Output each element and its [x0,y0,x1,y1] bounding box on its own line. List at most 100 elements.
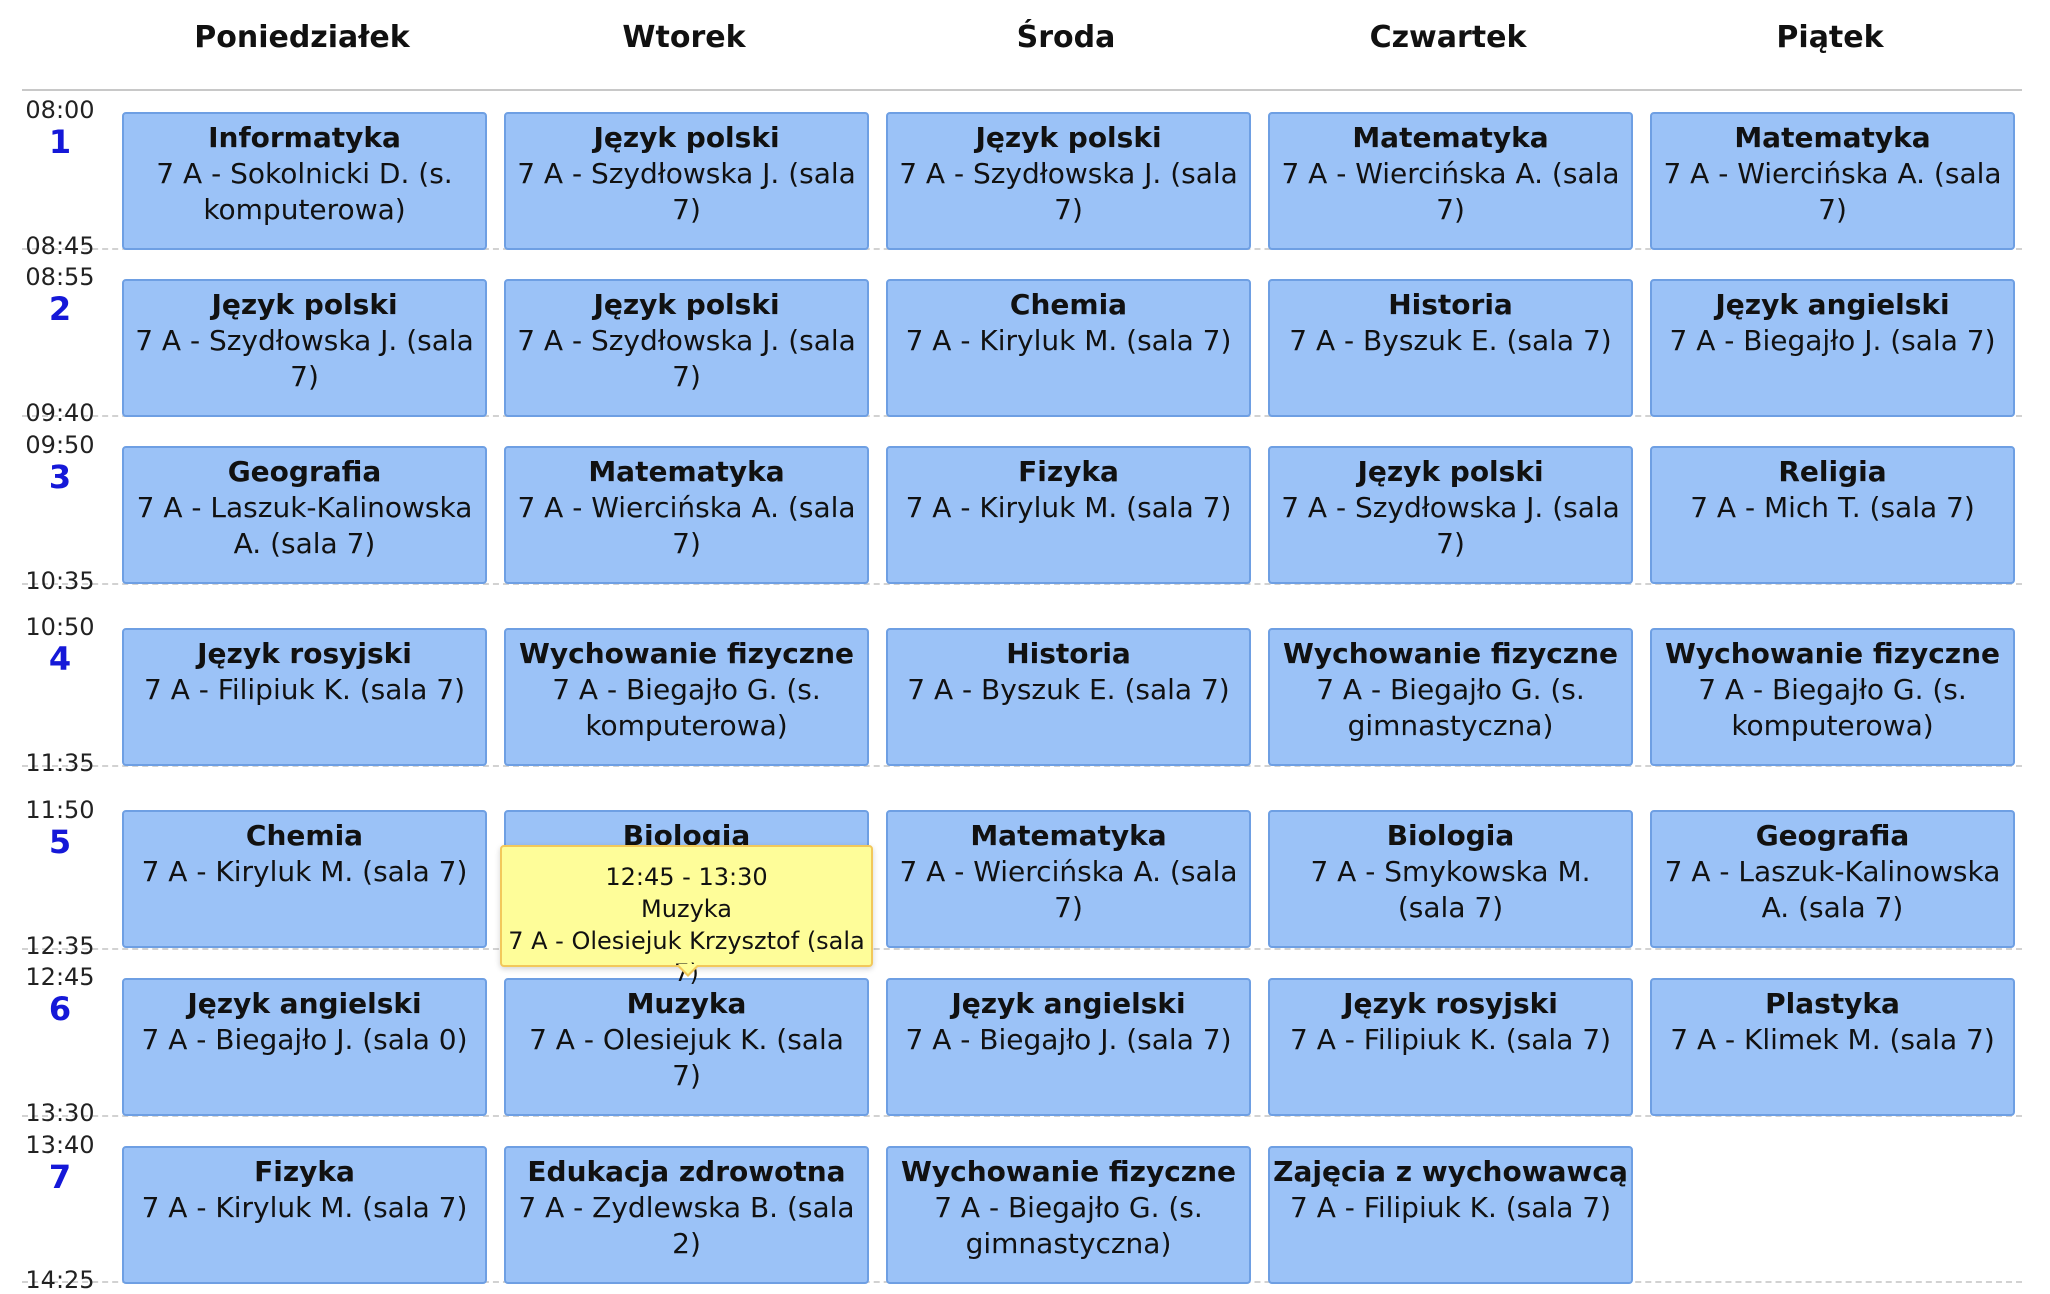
lesson-subject: Edukacja zdrowotna [527,1155,846,1188]
lesson-subject: Język angielski [1715,288,1950,321]
lesson-cell[interactable]: Matematyka 7 A - Wiercińska A. (sala 7) [886,810,1251,948]
day-header-1: Poniedziałek [194,20,410,55]
lesson-details: 7 A - Biegajło G. (s. gimnastyczna) [1316,673,1585,742]
lesson-cell[interactable]: Język polski 7 A - Szydłowska J. (sala 7) [1268,446,1633,584]
lesson-cell[interactable]: Muzyka 7 A - Olesiejuk K. (sala 7) [504,978,869,1116]
day-header-3: Środa [1016,20,1116,55]
lesson-details: 7 A - Filipiuk K. (sala 7) [1289,1191,1611,1224]
lesson-details: 7 A - Laszuk-Kalinowska A. (sala 7) [136,491,473,560]
lesson-subject: Język polski [593,121,780,154]
lesson-cell[interactable]: Chemia 7 A - Kiryluk M. (sala 7) [886,279,1251,417]
lesson-cell[interactable]: Wychowanie fizyczne 7 A - Biegajło G. (s.… [1650,628,2015,766]
lesson-subject: Fizyka [254,1155,355,1188]
lesson-cell[interactable]: Matematyka 7 A - Wiercińska A. (sala 7) [1268,112,1633,250]
lesson-details: 7 A - Szydłowska J. (sala 7) [517,157,856,226]
lesson-details: 7 A - Smykowska M. (sala 7) [1310,855,1591,924]
lesson-details: 7 A - Byszuk E. (sala 7) [1289,324,1612,357]
period-start-time: 11:50 [25,796,95,824]
period-end-time: 10:35 [25,567,95,595]
period-number: 4 [48,640,72,678]
lesson-details: 7 A - Szydłowska J. (sala 7) [1281,491,1620,560]
lesson-cell[interactable]: Geografia 7 A - Laszuk-Kalinowska A. (sal… [122,446,487,584]
lesson-cell[interactable]: Język polski 7 A - Szydłowska J. (sala 7) [504,279,869,417]
lesson-subject: Plastyka [1765,987,1900,1020]
lesson-cell[interactable]: Język rosyjski 7 A - Filipiuk K. (sala 7) [1268,978,1633,1116]
lesson-subject: Język angielski [951,987,1186,1020]
lesson-cell[interactable]: Fizyka 7 A - Kiryluk M. (sala 7) [122,1146,487,1284]
period-divider [22,765,2022,767]
lesson-details: 7 A - Biegajło G. (s. komputerowa) [1698,673,1967,742]
lesson-details: 7 A - Filipiuk K. (sala 7) [1289,1023,1611,1056]
period-number: 1 [48,123,72,161]
lesson-cell[interactable]: Wychowanie fizyczne 7 A - Biegajło G. (s.… [1268,628,1633,766]
period-start-time: 08:00 [25,96,95,124]
lesson-subject: Religia [1778,455,1887,488]
lesson-subject: Historia [1388,288,1513,321]
lesson-cell[interactable]: Geografia 7 A - Laszuk-Kalinowska A. (sal… [1650,810,2015,948]
lesson-cell[interactable]: Historia 7 A - Byszuk E. (sala 7) [1268,279,1633,417]
period-end-time: 14:25 [25,1266,95,1294]
lesson-subject: Biologia [1386,819,1515,852]
lesson-cell[interactable]: Fizyka 7 A - Kiryluk M. (sala 7) [886,446,1251,584]
lesson-subject: Język polski [593,288,780,321]
tooltip-time: 12:45 - 13:30 [605,863,768,891]
period-number: 6 [48,990,72,1028]
lesson-subject: Język polski [975,121,1162,154]
period-number: 2 [48,290,72,328]
lesson-details: 7 A - Biegajło J. (sala 7) [905,1023,1232,1056]
lesson-cell[interactable]: Biologia 7 A - Smykowska M. (sala 7) [1268,810,1633,948]
lesson-details: 7 A - Szydłowska J. (sala 7) [899,157,1238,226]
lesson-cell[interactable]: Matematyka 7 A - Wiercińska A. (sala 7) [504,446,869,584]
lesson-cell[interactable]: Edukacja zdrowotna 7 A - Zydlewska B. (sa… [504,1146,869,1284]
lesson-details: 7 A - Mich T. (sala 7) [1690,491,1975,524]
lesson-subject: Muzyka [626,987,747,1020]
period-number: 3 [48,458,72,496]
lesson-subject: Język rosyjski [1343,987,1558,1020]
period-end-time: 08:45 [25,232,95,260]
lesson-details: 7 A - Wiercińska A. (sala 7) [517,491,856,560]
lesson-subject: Wychowanie fizyczne [900,1155,1237,1188]
period-number: 7 [48,1158,72,1196]
lesson-cell[interactable]: Język angielski 7 A - Biegajło J. (sala 0… [122,978,487,1116]
lesson-details: 7 A - Klimek M. (sala 7) [1670,1023,1995,1056]
lesson-subject: Wychowanie fizyczne [518,637,855,670]
lesson-details: 7 A - Biegajło J. (sala 7) [1669,324,1996,357]
lesson-cell[interactable]: Informatyka 7 A - Sokolnicki D. (s. kompu… [122,112,487,250]
lesson-cell[interactable]: Język polski 7 A - Szydłowska J. (sala 7) [886,112,1251,250]
lesson-details: 7 A - Zydlewska B. (sala 2) [518,1191,855,1260]
lesson-subject: Matematyka [1352,121,1549,154]
period-end-time: 12:35 [25,932,95,960]
lesson-cell[interactable]: Plastyka 7 A - Klimek M. (sala 7) [1650,978,2015,1116]
lesson-details: 7 A - Kiryluk M. (sala 7) [141,1191,468,1224]
lesson-cell[interactable]: Zajęcia z wychowawcą 7 A - Filipiuk K. (s… [1268,1146,1633,1284]
lesson-details: 7 A - Kiryluk M. (sala 7) [905,491,1232,524]
lesson-details: 7 A - Kiryluk M. (sala 7) [141,855,468,888]
lesson-details: 7 A - Biegajło G. (s. komputerowa) [552,673,821,742]
lesson-cell[interactable]: Język polski 7 A - Szydłowska J. (sala 7) [504,112,869,250]
lesson-subject: Geografia [1755,819,1910,852]
lesson-cell[interactable]: Język rosyjski 7 A - Filipiuk K. (sala 7) [122,628,487,766]
lesson-subject: Język polski [1357,455,1544,488]
tooltip-subject: Muzyka [641,895,732,923]
lesson-subject: Język angielski [187,987,422,1020]
lesson-cell[interactable]: Historia 7 A - Byszuk E. (sala 7) [886,628,1251,766]
lesson-cell[interactable]: Chemia 7 A - Kiryluk M. (sala 7) [122,810,487,948]
period-end-time: 11:35 [25,749,95,777]
lesson-tooltip: 12:45 - 13:30 Muzyka 7 A - Olesiejuk Krz… [500,845,873,987]
period-start-time: 09:50 [25,431,95,459]
lesson-cell[interactable]: Matematyka 7 A - Wiercińska A. (sala 7) [1650,112,2015,250]
day-header-5: Piątek [1776,20,1884,55]
lesson-cell[interactable]: Wychowanie fizyczne 7 A - Biegajło G. (s.… [886,1146,1251,1284]
tooltip-details: 7 A - Olesiejuk Krzysztof (sala 7) [508,927,865,987]
lesson-cell[interactable]: Język polski 7 A - Szydłowska J. (sala 7) [122,279,487,417]
lesson-cell[interactable]: Wychowanie fizyczne 7 A - Biegajło G. (s.… [504,628,869,766]
lesson-details: 7 A - Szydłowska J. (sala 7) [135,324,474,393]
lesson-subject: Zajęcia z wychowawcą [1273,1155,1628,1188]
lesson-cell[interactable]: Język angielski 7 A - Biegajło J. (sala 7… [1650,279,2015,417]
lesson-cell[interactable]: Język angielski 7 A - Biegajło J. (sala 7… [886,978,1251,1116]
lesson-details: 7 A - Sokolnicki D. (s. komputerowa) [156,157,453,226]
lesson-cell[interactable]: Religia 7 A - Mich T. (sala 7) [1650,446,2015,584]
day-header-4: Czwartek [1369,20,1527,55]
period-start-time: 12:45 [25,963,95,991]
period-end-time: 13:30 [25,1099,95,1127]
